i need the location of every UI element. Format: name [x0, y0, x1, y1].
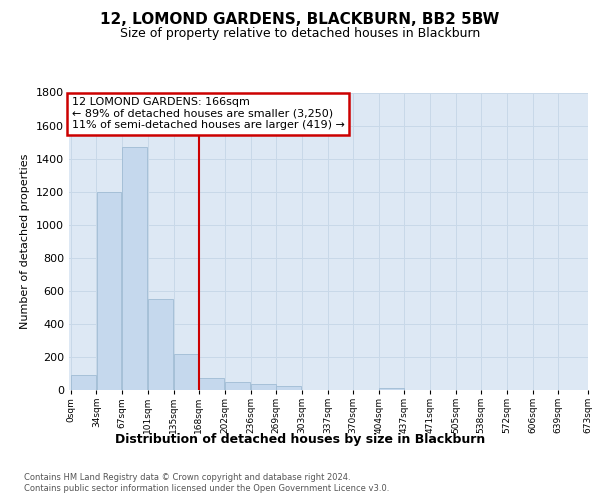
Text: Size of property relative to detached houses in Blackburn: Size of property relative to detached ho… [120, 28, 480, 40]
Bar [225, 382, 250, 390]
Bar [71, 375, 95, 390]
Text: 12 LOMOND GARDENS: 166sqm
← 89% of detached houses are smaller (3,250)
11% of se: 12 LOMOND GARDENS: 166sqm ← 89% of detac… [71, 97, 344, 130]
Text: Contains public sector information licensed under the Open Government Licence v3: Contains public sector information licen… [24, 484, 389, 493]
Bar [148, 299, 173, 390]
Bar [122, 147, 146, 390]
Text: 12, LOMOND GARDENS, BLACKBURN, BB2 5BW: 12, LOMOND GARDENS, BLACKBURN, BB2 5BW [100, 12, 500, 28]
Text: Contains HM Land Registry data © Crown copyright and database right 2024.: Contains HM Land Registry data © Crown c… [24, 472, 350, 482]
Bar [379, 388, 404, 390]
Bar [199, 378, 224, 390]
Bar [251, 384, 275, 390]
Bar [174, 354, 199, 390]
Bar [97, 192, 121, 390]
Text: Distribution of detached houses by size in Blackburn: Distribution of detached houses by size … [115, 432, 485, 446]
Y-axis label: Number of detached properties: Number of detached properties [20, 154, 31, 329]
Bar [276, 386, 301, 390]
